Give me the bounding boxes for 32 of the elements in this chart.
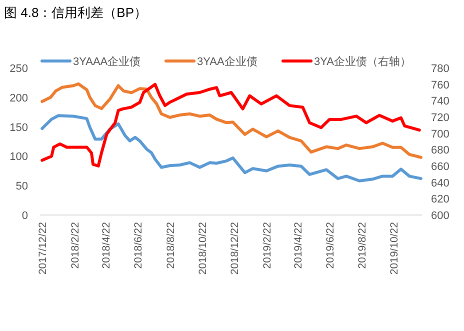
y2-tick-label: 720: [431, 112, 450, 124]
x-tick-label: 2019/6/22: [324, 222, 337, 269]
title: 图 4.8：信用利差（BP）: [4, 5, 148, 20]
y2-tick-label: 700: [431, 128, 450, 140]
x-tick-label: 2017/12/22: [37, 222, 50, 275]
y-tick-label: 200: [10, 92, 28, 104]
legend-label: 3YAA企业债: [197, 55, 258, 68]
x-tick-label: 2019/4/22: [292, 222, 304, 269]
x-tick-label: 2018/4/22: [100, 222, 113, 269]
y2-tick-label: 620: [431, 194, 450, 206]
x-tick-label: 2018/6/22: [132, 222, 145, 269]
y-tick-label: 0: [22, 210, 28, 222]
y2-tick-label: 600: [431, 210, 450, 222]
x-tick-label: 2019/2/22: [261, 222, 274, 269]
y2-tick-label: 780: [431, 63, 450, 75]
y-tick-label: 150: [10, 122, 28, 134]
y2-tick-label: 680: [431, 144, 450, 157]
y2-tick-label: 740: [431, 96, 450, 108]
y2-tick-label: 640: [431, 177, 450, 190]
y2-tick-label: 760: [431, 79, 450, 92]
y2-tick-label: 660: [431, 161, 450, 173]
x-tick-label: 2018/2/22: [70, 222, 82, 269]
x-tick-label: 2018/8/22: [164, 222, 177, 269]
x-tick-label: 2018/10/22: [196, 222, 209, 275]
y-tick-label: 250: [10, 63, 28, 75]
x-tick-label: 2019/8/22: [356, 222, 369, 269]
x-tick-label: 2018/12/22: [228, 222, 241, 275]
legend-label: 3YAAA企业债: [73, 55, 141, 68]
x-tick-label: 2019/10/22: [388, 222, 401, 275]
legend-label: 3YA企业债（右轴）: [314, 55, 411, 68]
y-tick-label: 50: [16, 180, 28, 193]
y-tick-label: 100: [10, 151, 28, 164]
